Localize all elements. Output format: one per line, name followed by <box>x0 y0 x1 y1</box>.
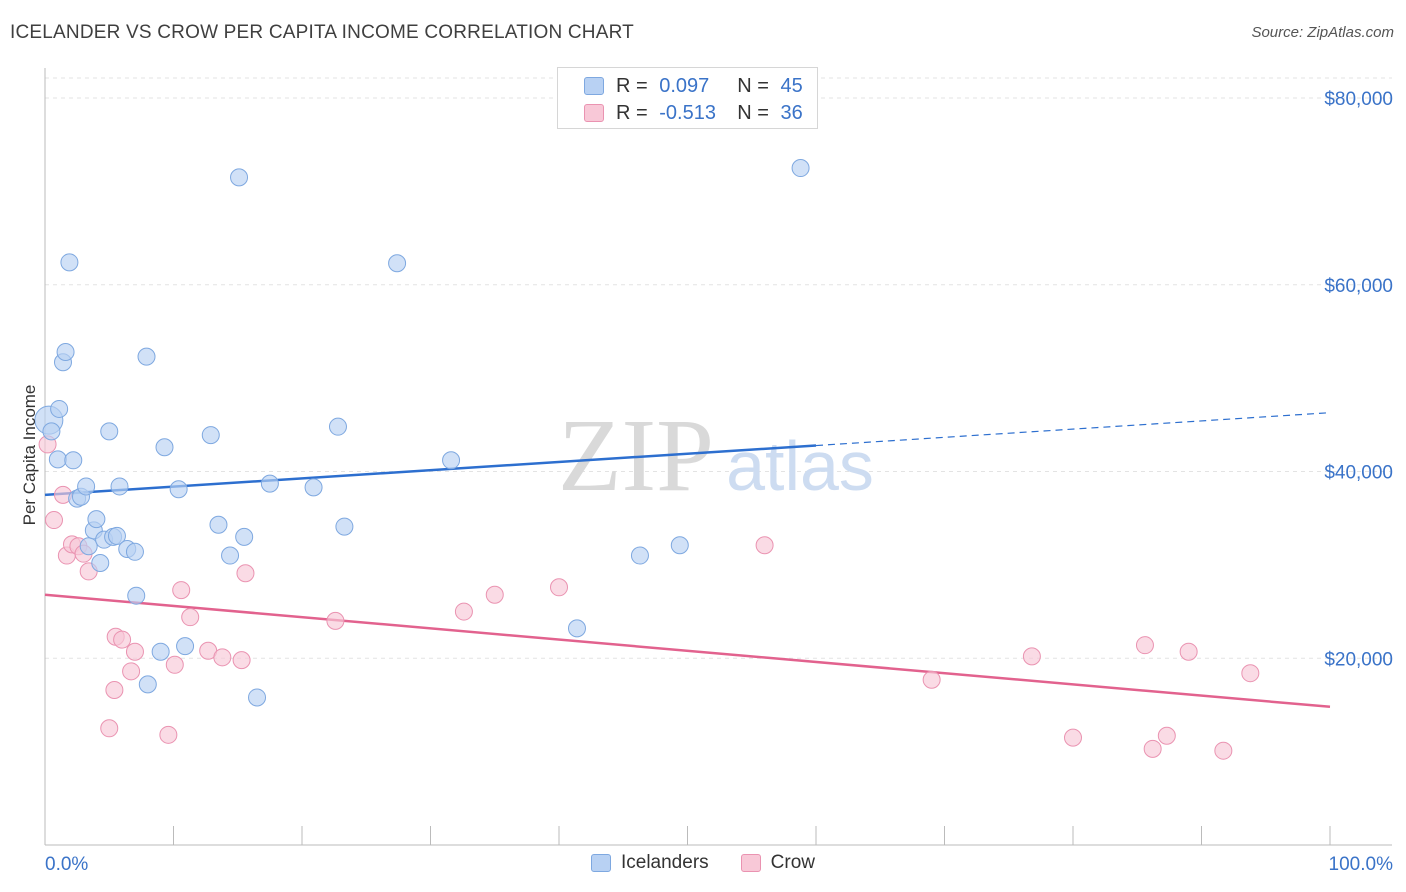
icelanders-point <box>50 399 69 418</box>
icelanders-point <box>137 347 156 366</box>
icelanders-point <box>110 477 129 496</box>
legend-n-label: N = <box>737 74 769 97</box>
icelanders-point <box>127 586 146 605</box>
icelanders-point <box>630 546 649 565</box>
chart-title: ICELANDER VS CROW PER CAPITA INCOME CORR… <box>10 22 634 43</box>
crow-point <box>159 725 178 744</box>
legend-n-value: 45 <box>780 74 803 97</box>
watermark-zip: ZIP <box>558 398 714 513</box>
legend-item-icelanders: Icelanders <box>590 852 709 874</box>
y-tick-label: $80,000 <box>1324 89 1393 110</box>
icelanders-legend-label: Icelanders <box>620 852 709 873</box>
icelanders-point <box>60 253 79 272</box>
legend-item-crow: Crow <box>740 852 815 874</box>
icelanders-point <box>304 478 323 497</box>
icelanders-point <box>87 510 106 529</box>
icelanders-point <box>260 474 279 493</box>
crow-point <box>1135 636 1154 655</box>
icelanders-swatch <box>584 77 604 95</box>
icelanders-point <box>138 675 157 694</box>
crow-point <box>100 719 119 738</box>
crow-legend-swatch <box>740 854 761 872</box>
y-tick-label: $60,000 <box>1324 276 1393 297</box>
icelanders-point <box>442 451 461 470</box>
legend-row-icelanders: R = 0.097 N = 45 <box>584 73 803 99</box>
series-legend: Icelanders Crow <box>0 852 1406 874</box>
y-tick-label: $20,000 <box>1324 649 1393 670</box>
watermark-atlas: atlas <box>726 427 874 505</box>
y-tick-label: $40,000 <box>1324 463 1393 484</box>
crow-point <box>922 670 941 689</box>
icelanders-trend-extension <box>815 412 1331 447</box>
legend-r-value: -0.513 <box>659 101 716 124</box>
crow-point <box>105 680 124 699</box>
icelanders-point <box>791 159 810 178</box>
crow-swatch <box>584 104 604 122</box>
icelanders-point <box>388 254 407 273</box>
crow-point <box>1241 664 1260 683</box>
icelanders-point <box>100 422 119 441</box>
icelanders-point <box>328 417 347 436</box>
icelanders-point <box>77 477 96 496</box>
crow-point <box>181 608 200 627</box>
crow-point <box>550 578 568 597</box>
legend-r-value: 0.097 <box>659 74 710 97</box>
icelanders-point <box>42 422 61 441</box>
crow-point <box>232 651 251 670</box>
source-label: Source: ZipAtlas.com <box>1251 24 1394 41</box>
crow-point <box>1064 728 1082 747</box>
correlation-legend: R = 0.097 N = 45 R = -0.513 N = 36 <box>557 67 818 129</box>
legend-n-label: N = <box>737 101 769 124</box>
crow-point <box>122 662 141 681</box>
icelanders-point <box>670 536 689 555</box>
y-axis-label: Per Capita Income <box>20 384 39 526</box>
icelanders-point <box>125 542 144 561</box>
crow-point <box>755 536 774 555</box>
icelanders-point <box>79 537 98 556</box>
icelanders-point <box>221 546 240 565</box>
crow-point <box>172 581 191 600</box>
crow-legend-label: Crow <box>770 852 815 873</box>
icelanders-point <box>155 438 174 457</box>
icelanders-point <box>201 426 220 445</box>
icelanders-point <box>230 168 249 187</box>
legend-r-label: R = <box>616 101 648 124</box>
crow-point <box>1022 647 1041 666</box>
icelanders-point <box>91 554 110 573</box>
icelanders-point <box>567 619 586 638</box>
icelanders-point <box>64 451 83 470</box>
icelanders-point <box>107 526 126 545</box>
icelanders-point <box>176 637 195 656</box>
legend-r-label: R = <box>616 74 648 97</box>
crow-point <box>1157 726 1176 745</box>
icelanders-point <box>151 642 170 661</box>
icelanders-legend-swatch <box>590 854 611 872</box>
icelanders-point <box>48 450 67 469</box>
icelanders-point <box>56 342 75 361</box>
crow-point <box>236 564 255 583</box>
icelanders-point <box>169 480 188 499</box>
crow-point <box>454 602 473 621</box>
icelanders-point <box>209 515 228 534</box>
crow-point <box>1179 642 1198 661</box>
crow-point <box>125 642 144 661</box>
crow-point <box>165 655 184 674</box>
crow-point <box>326 611 345 630</box>
icelanders-point <box>335 517 354 536</box>
icelanders-point <box>235 527 254 546</box>
crow-trend-line <box>44 593 1331 709</box>
x-tick-label: 100.0% <box>1329 854 1394 875</box>
crow-point <box>44 511 63 530</box>
crow-point <box>113 630 132 649</box>
crow-point <box>213 648 232 667</box>
crow-point <box>1214 741 1233 760</box>
crow-point <box>485 585 504 604</box>
icelanders-point <box>248 688 267 707</box>
legend-row-crow: R = -0.513 N = 36 <box>584 100 803 126</box>
x-tick-label: 0.0% <box>45 854 88 875</box>
crow-point <box>1143 739 1162 758</box>
legend-n-value: 36 <box>780 101 803 124</box>
